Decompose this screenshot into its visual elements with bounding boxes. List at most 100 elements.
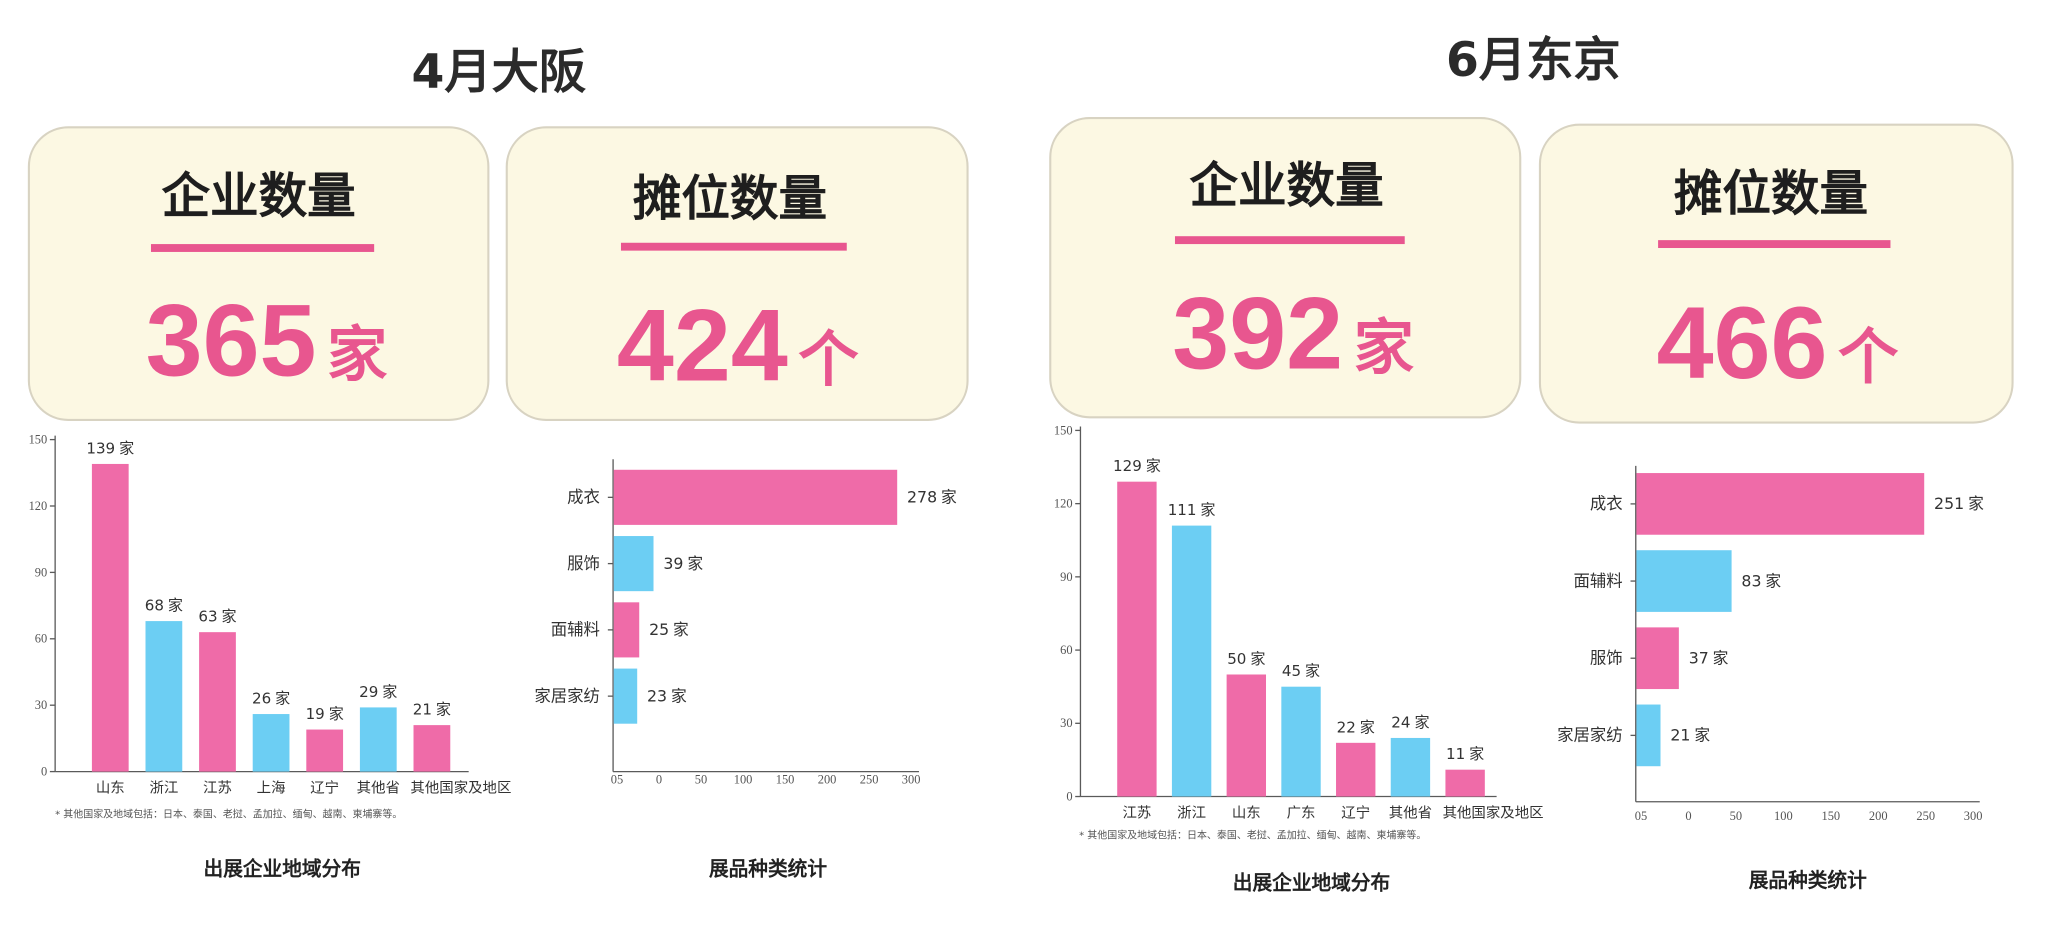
- value-unit: 家: [1200, 501, 1215, 519]
- value-number: 26: [252, 690, 271, 708]
- value-number: 68: [145, 597, 164, 615]
- panel-title: 6月东京: [1446, 33, 1621, 88]
- card-underline: [620, 242, 847, 251]
- osaka-region-value-label-4: 26 家: [252, 690, 290, 708]
- osaka-products-value-label-4: 23 家: [647, 686, 687, 705]
- osaka-region-value-label-6: 29 家: [359, 683, 397, 701]
- tokyo-region-value-label-5: 22 家: [1337, 718, 1375, 736]
- osaka-products-value-label-3: 25 家: [649, 620, 689, 639]
- value-unit: 家: [687, 554, 703, 573]
- osaka-products-category-label-2: 服饰: [567, 554, 600, 573]
- osaka-panel: 4月大阪 企业数量 365 家 摊位数量 424 个 150120906030013…: [27, 45, 969, 880]
- osaka-region-bar-3: [199, 632, 236, 772]
- value-number: 111: [1168, 501, 1197, 519]
- osaka-company-count-card: 企业数量 365 家: [27, 126, 490, 421]
- chart-footnote: * 其他国家及地域包括：日本、泰国、老挝、孟加拉、缅甸、越南、柬埔寨等。: [1079, 829, 1426, 842]
- tokyo-region-value-label-6: 24 家: [1391, 713, 1429, 731]
- tokyo-region-y-tick-label-4: 60: [1060, 643, 1072, 657]
- tokyo-region-category-label-1: 江苏: [1122, 805, 1151, 822]
- value-unit: 家: [222, 608, 237, 626]
- osaka-region-category-label-5: 辽宁: [310, 780, 339, 797]
- osaka-products-category-label-3: 面辅料: [551, 620, 600, 639]
- card-label: 摊位数量: [1674, 166, 1868, 222]
- value-number: 278: [907, 488, 937, 507]
- value-unit: 家: [671, 686, 687, 705]
- osaka-products-bar-3: [613, 602, 640, 658]
- value-number: 251: [1934, 494, 1964, 513]
- osaka-region-bar-4: [252, 714, 290, 772]
- tokyo-region-y-tick-label-3: 90: [1060, 570, 1072, 584]
- tokyo-products-x-tick-label-6: 200: [1869, 809, 1888, 823]
- osaka-region-y-tick-label-5: 30: [35, 698, 47, 712]
- osaka-region-y-tick-label-2: 120: [29, 499, 48, 513]
- tokyo-products-bar-3: [1636, 627, 1679, 690]
- tokyo-region-y-tick-label-2: 120: [1054, 497, 1073, 511]
- tokyo-products-x-tick-label-5: 150: [1821, 809, 1840, 823]
- card-underline: [150, 244, 375, 252]
- osaka-products-category-label-1: 成衣: [567, 488, 600, 507]
- osaka-region-y-tick-label-1: 150: [29, 433, 48, 447]
- osaka-products-x-tick-label-8: 300: [902, 772, 921, 786]
- osaka-region-bar-5: [306, 729, 344, 772]
- osaka-products-x-tick-label-1: 05: [611, 772, 623, 786]
- value-number: 24: [1391, 713, 1410, 731]
- chart-title: 出展企业地域分布: [1233, 872, 1390, 895]
- card-unit: 家: [327, 320, 388, 390]
- card-label: 企业数量: [1189, 158, 1383, 214]
- value-number: 11: [1446, 745, 1465, 763]
- tokyo-products-bar-2: [1636, 550, 1732, 612]
- tokyo-region-category-label-6: 其他省: [1389, 805, 1432, 822]
- card-value: 424: [617, 288, 788, 403]
- osaka-products-value-label-1: 278 家: [907, 488, 957, 507]
- value-number: 37: [1689, 648, 1709, 667]
- osaka-products-bar-1: [613, 469, 898, 525]
- tokyo-products-x-tick-label-7: 250: [1916, 809, 1935, 823]
- tokyo-products-x-tick-label-1: 05: [1635, 809, 1647, 823]
- card-label: 企业数量: [162, 169, 356, 225]
- osaka-region-category-label-2: 浙江: [149, 780, 178, 797]
- tokyo-region-value-label-3: 50 家: [1227, 650, 1265, 668]
- card-value: 392: [1172, 276, 1343, 391]
- osaka-products-x-tick-label-7: 250: [860, 772, 879, 786]
- panel-title: 4月大阪: [412, 45, 587, 100]
- osaka-region-category-label-3: 江苏: [203, 780, 232, 797]
- tokyo-products-x-tick-label-4: 100: [1774, 809, 1793, 823]
- tokyo-region-category-label-7: 其他国家及地区: [1443, 805, 1544, 822]
- osaka-products-x-tick-label-6: 200: [818, 772, 837, 786]
- card-background: [505, 126, 969, 421]
- osaka-region-y-tick-label-3: 90: [35, 565, 47, 579]
- osaka-region-bar-1: [91, 463, 129, 772]
- card-background: [1049, 117, 1522, 419]
- osaka-products-x-tick-label-5: 150: [776, 772, 795, 786]
- card-number: 365 家: [146, 282, 388, 397]
- osaka-booth-count-card: 摊位数量 424 个: [505, 126, 969, 421]
- value-unit: 家: [436, 701, 451, 719]
- tokyo-region-value-label-2: 111 家: [1168, 501, 1216, 519]
- osaka-products-x-tick-label-3: 50: [695, 772, 707, 786]
- value-number: 19: [306, 705, 325, 723]
- osaka-region-bar-7: [413, 725, 451, 772]
- tokyo-region-bar-6: [1390, 737, 1431, 797]
- tokyo-region-bar-1: [1117, 481, 1157, 797]
- osaka-region-value-label-7: 21 家: [413, 701, 451, 719]
- card-value: 365: [146, 282, 317, 397]
- osaka-products-bar-2: [613, 536, 654, 592]
- value-number: 29: [359, 683, 378, 701]
- tokyo-region-bar-7: [1445, 769, 1485, 797]
- osaka-region-bar-6: [359, 707, 397, 772]
- value-number: 21: [413, 701, 432, 719]
- osaka-products-x-tick-label-4: 100: [734, 772, 753, 786]
- value-unit: 家: [168, 597, 183, 615]
- tokyo-region-value-label-1: 129 家: [1113, 457, 1161, 475]
- value-number: 139: [86, 439, 115, 457]
- tokyo-products-category-label-4: 家居家纺: [1557, 726, 1623, 745]
- osaka-region-value-label-5: 19 家: [306, 705, 344, 723]
- card-number: 466 个: [1657, 285, 1899, 400]
- value-unit: 家: [1146, 457, 1161, 475]
- chart-title: 出展企业地域分布: [204, 857, 361, 880]
- value-number: 45: [1282, 662, 1301, 680]
- tokyo-products-x-tick-label-3: 50: [1730, 809, 1742, 823]
